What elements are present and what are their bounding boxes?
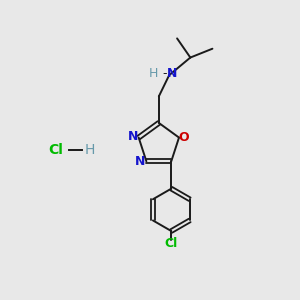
Text: N: N (128, 130, 138, 143)
Text: Cl: Cl (48, 143, 63, 157)
Text: Cl: Cl (165, 237, 178, 250)
Text: N: N (167, 67, 177, 80)
Text: H: H (85, 143, 95, 157)
Text: N: N (135, 155, 146, 168)
Text: O: O (179, 131, 189, 144)
Text: H: H (149, 67, 158, 80)
Text: -: - (163, 67, 167, 80)
